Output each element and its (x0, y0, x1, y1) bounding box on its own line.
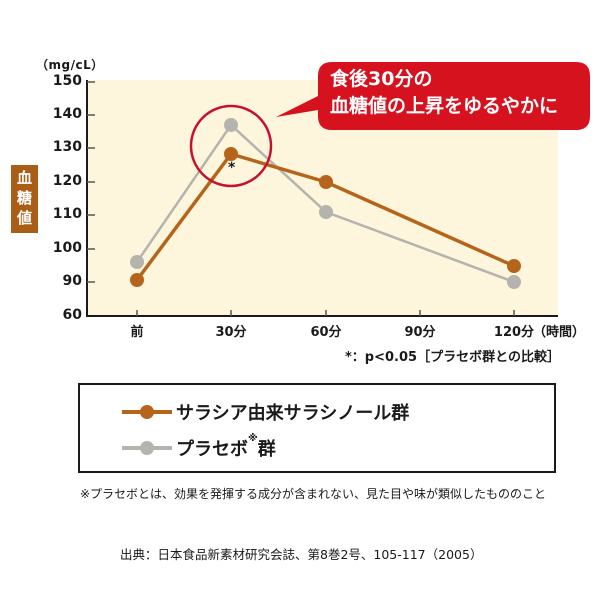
y-tick-label: 60 (62, 307, 82, 323)
callout-line-2: 血糖値の上昇をゆるやかに (330, 95, 559, 117)
footnote: ※プラセボとは、効果を発揮する成分が含まれない、見た目や味が類似したもののこと (80, 487, 547, 501)
x-axis-ticks (136, 310, 515, 316)
callout-bubble (276, 62, 590, 130)
series-salacinol-line (135, 151, 515, 282)
legend-label: プラセボ※群 (176, 433, 276, 460)
x-tick-label: 30分 (215, 325, 247, 340)
y-tick-label: 120 (52, 173, 82, 189)
legend-label: サラシア由来サラシノール群 (176, 403, 410, 424)
y-axis-unit: （mg/cL） (36, 58, 104, 72)
callout-line-1: 食後30分の (330, 68, 433, 90)
y-tick-label: 140 (52, 106, 82, 122)
source-citation: 出典：日本食品新素材研究会誌、第8巻2号、105-117（2005） (120, 547, 483, 562)
highlight-circle (189, 104, 273, 188)
y-axis-label-text: 血糖値 (16, 169, 32, 227)
y-tick-label: 90 (62, 273, 82, 289)
y-axis-ticks (87, 81, 95, 283)
legend: サラシア由来サラシノール群 プラセボ※群 (78, 383, 556, 473)
callout-text: 食後30分の 血糖値の上昇をゆるやかに (330, 66, 558, 120)
series-placebo-points (130, 118, 521, 289)
y-tick-label: 100 (52, 240, 82, 256)
legend-marker-gray (122, 438, 172, 458)
y-tick-label: 150 (52, 73, 82, 89)
y-tick-label: 130 (52, 139, 82, 155)
x-tick-label: 60分 (310, 325, 342, 340)
legend-item-placebo: プラセボ※群 (122, 433, 276, 463)
line-chart (86, 62, 590, 317)
significance-marker: * (228, 160, 236, 176)
x-tick-label: 90分 (404, 325, 436, 340)
x-tick-label: 120分 (493, 325, 535, 340)
x-tick-label: 前 (130, 325, 144, 340)
y-axis-label: 血糖値 (11, 165, 38, 233)
y-tick-label: 110 (52, 206, 82, 222)
significance-note: *：p<0.05［プラセボ群との比較］ (345, 350, 560, 365)
series-salacinol-points (130, 147, 521, 287)
legend-marker-brown (122, 402, 172, 422)
x-axis-unit: （時間） (533, 325, 586, 340)
legend-item-salacinol: サラシア由来サラシノール群 (122, 397, 409, 427)
